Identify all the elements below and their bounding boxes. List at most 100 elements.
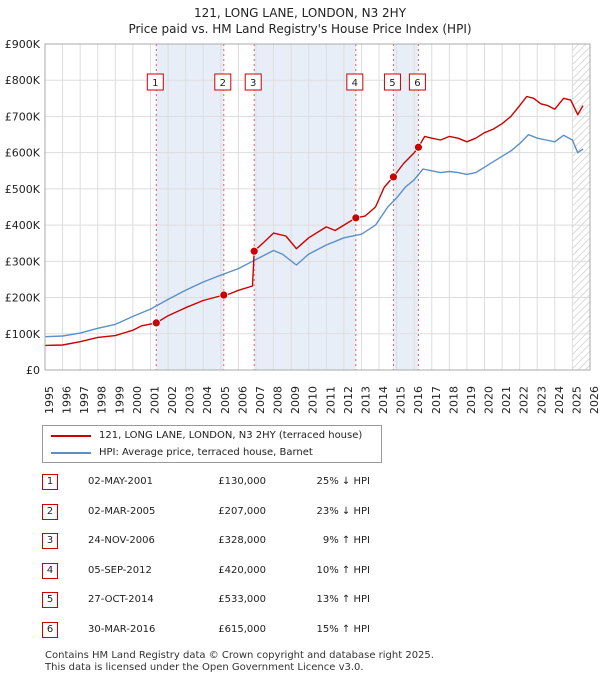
legend-label-property: 121, LONG LANE, LONDON, N3 2HY (terraced… <box>99 430 363 441</box>
series-lines <box>45 95 584 347</box>
sale-hpi-change: 23% ↓ HPI <box>316 505 370 517</box>
y-tick-label: £600K <box>5 147 41 160</box>
sale-number-boxes: 1 2 3 4 5 6 <box>146 73 426 91</box>
sale-hpi-change: 13% ↑ HPI <box>316 594 370 605</box>
x-tick-label: 2010 <box>307 386 320 414</box>
shaded-range <box>254 44 356 370</box>
table-row: 4 05-SEP-2012 £420,000 10% ↑ HPI <box>42 559 582 589</box>
sale-price: £328,000 <box>218 535 266 546</box>
table-row: 6 30-MAR-2016 £615,000 15% ↑ HPI <box>42 618 582 648</box>
sale-date: 30-MAR-2016 <box>88 623 156 635</box>
sale-point <box>219 290 229 300</box>
shaded-range <box>156 44 224 370</box>
x-tick-label: 2009 <box>289 386 302 414</box>
sale-date: 02-MAR-2005 <box>88 505 156 517</box>
sale-vertical-lines <box>155 44 419 370</box>
sale-point <box>249 246 259 256</box>
sales-table: 1 02-MAY-2001 £130,000 25% ↓ HPI 2 02-MA… <box>42 470 582 647</box>
x-tick-label: 2022 <box>518 386 531 414</box>
y-tick-label: £100K <box>5 328 41 341</box>
table-row: 5 27-OCT-2014 £533,000 13% ↑ HPI <box>42 588 582 618</box>
sale-number-badge: 5 <box>42 592 58 608</box>
x-tick-label: 2019 <box>465 386 478 414</box>
table-row: 1 02-MAY-2001 £130,000 25% ↓ HPI <box>42 470 582 500</box>
table-row: 3 24-NOV-2006 £328,000 9% ↑ HPI <box>42 529 582 559</box>
legend-swatch-hpi <box>51 452 91 454</box>
sale-price: £130,000 <box>218 476 266 487</box>
sale-box-label: 2 <box>220 78 226 89</box>
y-tick-label: £200K <box>5 292 41 305</box>
sale-box <box>146 73 164 91</box>
y-tick-label: £0 <box>26 364 40 377</box>
x-tick-label: 2000 <box>131 386 144 414</box>
sale-date: 24-NOV-2006 <box>88 535 155 546</box>
sale-hpi-change: 25% ↓ HPI <box>316 476 370 487</box>
sale-date: 27-OCT-2014 <box>88 594 154 605</box>
x-tick-label: 1995 <box>43 386 56 414</box>
sale-box-label: 1 <box>152 78 158 89</box>
x-tick-label: 2020 <box>483 386 496 414</box>
y-tick-label: £400K <box>5 219 41 232</box>
y-tick-label: £800K <box>5 74 41 87</box>
x-tick-label: 1996 <box>61 386 74 414</box>
x-tick-label: 1997 <box>78 386 91 414</box>
x-tick-label: 2011 <box>324 386 337 414</box>
x-tick-label: 2024 <box>553 386 566 414</box>
sale-point <box>389 172 398 182</box>
plot-border <box>44 43 591 371</box>
x-tick-label: 2023 <box>535 386 548 414</box>
sale-point <box>414 142 423 152</box>
sale-date: 05-SEP-2012 <box>88 564 152 576</box>
x-tick-label: 2013 <box>359 386 372 414</box>
series-line-hpi <box>45 133 584 338</box>
x-tick-label: 2025 <box>570 386 583 414</box>
x-axis-labels: 1995 1996 1997 1998 1999 2000 2001 2002 2003 2004… <box>43 386 600 414</box>
chart-title: 121, LONG LANE, LONDON, N3 2HY <box>193 6 407 20</box>
footer: Contains HM Land Registry data © Crown c… <box>45 650 434 674</box>
x-tick-label: 1998 <box>96 386 109 414</box>
sale-price: £533,000 <box>218 594 266 605</box>
x-tick-label: 1999 <box>113 386 126 414</box>
x-tick-label: 2002 <box>166 386 179 414</box>
series-line-property <box>45 95 584 347</box>
x-tick-label: 2021 <box>500 386 513 414</box>
x-tick-label: 2001 <box>148 386 161 414</box>
sale-box-label: 3 <box>250 78 256 89</box>
chart-subtitle: Price paid vs. HM Land Registry's House … <box>128 22 472 36</box>
sale-hpi-change: 10% ↑ HPI <box>316 564 370 576</box>
sale-box <box>408 73 426 91</box>
x-tick-label: 2008 <box>272 386 285 414</box>
x-tick-label: 2016 <box>412 386 425 414</box>
sale-price: £207,000 <box>218 505 266 517</box>
footer-licence: This data is licensed under the Open Gov… <box>45 662 364 673</box>
x-tick-label: 2004 <box>201 386 214 414</box>
legend-swatch-property <box>51 435 91 437</box>
sale-markers <box>151 142 423 328</box>
sale-number-badge: 4 <box>42 562 58 579</box>
x-tick-label: 2026 <box>588 386 600 414</box>
sale-box-label: 5 <box>389 78 395 89</box>
table-row: 2 02-MAR-2005 £207,000 23% ↓ HPI <box>42 500 582 530</box>
sale-point <box>351 213 361 223</box>
x-tick-label: 2015 <box>395 386 408 414</box>
sale-hpi-change: 9% ↑ HPI <box>322 535 370 546</box>
x-tick-label: 2007 <box>254 386 267 414</box>
x-tick-label: 2014 <box>377 386 390 414</box>
sale-price: £420,000 <box>218 564 266 576</box>
sale-number-badge: 3 <box>42 533 58 549</box>
x-tick-label: 2018 <box>447 386 460 414</box>
sale-box-label: 4 <box>352 78 358 89</box>
x-tick-label: 2017 <box>430 386 443 414</box>
footer-copyright: Contains HM Land Registry data © Crown c… <box>45 650 434 661</box>
x-tick-label: 2006 <box>236 386 249 414</box>
sale-price: £615,000 <box>218 623 266 635</box>
sale-box <box>383 73 401 91</box>
sale-box <box>214 73 232 91</box>
x-tick-label: 2005 <box>219 386 232 414</box>
x-tick-label: 2012 <box>342 386 355 414</box>
sale-number-badge: 1 <box>42 474 58 490</box>
hatched-region <box>572 44 590 370</box>
sale-number-badge: 6 <box>42 621 58 638</box>
sale-date: 02-MAY-2001 <box>88 476 154 487</box>
sale-number-badge: 2 <box>42 503 58 520</box>
